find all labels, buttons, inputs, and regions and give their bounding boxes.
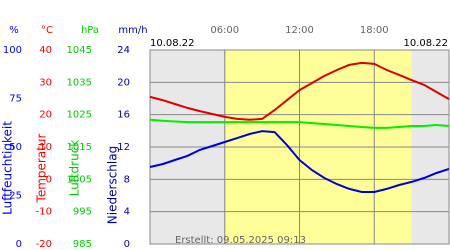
y-tick-label: 100: [3, 45, 22, 56]
series-line: [149, 118, 450, 129]
y-tick-label: 50: [9, 142, 22, 153]
y-tick-label: 1035: [67, 77, 92, 88]
y-tick-label: 995: [73, 207, 92, 218]
axis-unit: °C: [41, 25, 53, 36]
y-tick-label: 985: [73, 239, 92, 250]
y-tick-label: -10: [36, 207, 52, 218]
plot-frame: [149, 49, 450, 245]
y-tick-label: 4: [124, 207, 130, 218]
date-left: 10.08.22: [150, 38, 195, 49]
y-tick-label: 1045: [67, 45, 92, 56]
axis-unit: %: [9, 25, 19, 36]
y-tick-label: 0: [16, 239, 22, 250]
footer: Erstellt: 09.05.2025 09:13: [175, 235, 306, 246]
y-tick-label: -20: [36, 239, 52, 250]
x-tick-label: 12:00: [285, 25, 314, 36]
y-tick-label: 20: [39, 110, 52, 121]
y-tick-label: 75: [9, 94, 22, 105]
y-tick-label: 12: [117, 142, 130, 153]
y-tick-label: 1015: [67, 142, 92, 153]
axis-title: Niederschlag: [106, 146, 120, 224]
y-tick-label: 1005: [67, 174, 92, 185]
date-right: 10.08.22: [403, 38, 448, 49]
y-tick-label: 10: [39, 142, 52, 153]
y-tick-label: 0: [46, 174, 52, 185]
y-tick-label: 30: [39, 77, 52, 88]
y-tick-label: 1025: [67, 110, 92, 121]
y-tick-label: 25: [9, 191, 22, 202]
y-tick-label: 20: [117, 77, 130, 88]
x-tick-label: 18:00: [360, 25, 389, 36]
series-line: [149, 130, 450, 193]
series-line: [149, 61, 450, 121]
axis-title: Temperatur: [35, 133, 49, 203]
axis-unit: hPa: [81, 25, 99, 36]
y-tick-label: 0: [124, 239, 130, 250]
x-tick-label: 06:00: [210, 25, 239, 36]
axis-title: Luftfeuchtigkeit: [1, 121, 15, 215]
y-tick-label: 16: [117, 110, 130, 121]
y-tick-label: 8: [124, 174, 130, 185]
axis-unit: mm/h: [118, 25, 147, 36]
axis-title: Luftdruck: [68, 140, 82, 197]
y-tick-label: 40: [39, 45, 52, 56]
y-tick-label: 24: [117, 45, 130, 56]
